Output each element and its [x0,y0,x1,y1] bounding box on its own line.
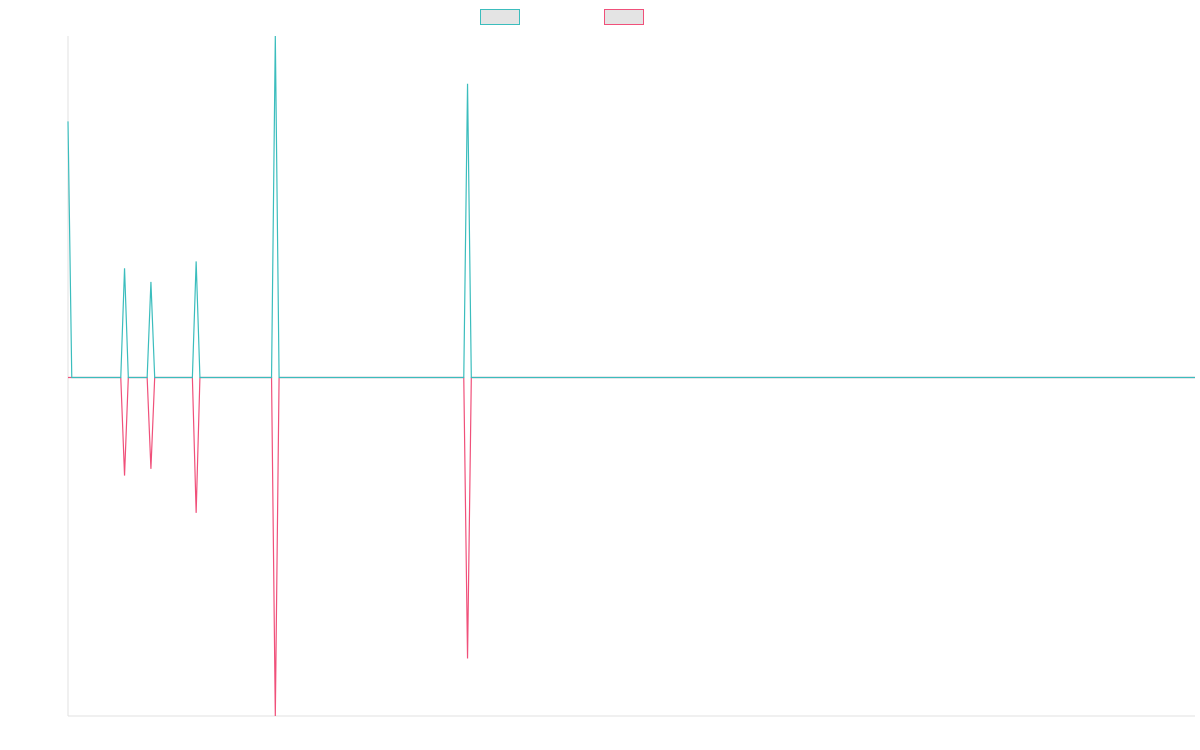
series-layer [67,35,1195,717]
legend-item-series-2[interactable] [604,9,644,25]
legend-swatch-series-1 [480,9,520,25]
series-line-2[interactable] [68,376,1195,717]
legend-swatch-series-2 [604,9,644,25]
legend [0,9,1200,27]
legend-item-series-1[interactable] [480,9,520,25]
series-line-1[interactable] [67,35,1195,379]
axes [67,36,1195,717]
